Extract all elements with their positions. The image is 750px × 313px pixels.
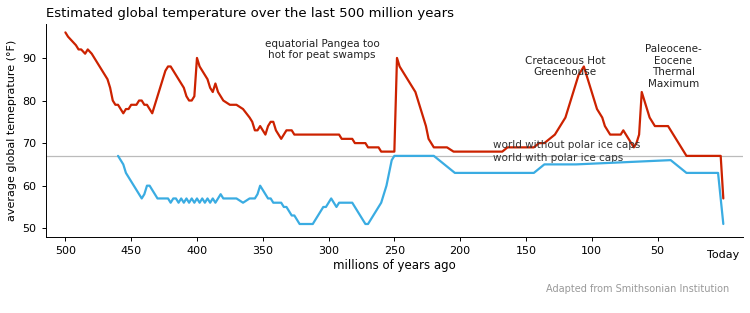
Text: Paleocene-
Eocene
Thermal
Maximum: Paleocene- Eocene Thermal Maximum — [645, 44, 702, 89]
Text: world with polar ice caps: world with polar ice caps — [493, 153, 623, 163]
Text: Cretaceous Hot
Greenhouse: Cretaceous Hot Greenhouse — [525, 56, 606, 77]
Text: Adapted from Smithsonian Institution: Adapted from Smithsonian Institution — [546, 284, 729, 294]
Text: Estimated global temperature over the last 500 million years: Estimated global temperature over the la… — [46, 7, 454, 20]
Text: Today: Today — [707, 249, 740, 259]
X-axis label: millions of years ago: millions of years ago — [333, 259, 456, 272]
Text: equatorial Pangea too
hot for peat swamps: equatorial Pangea too hot for peat swamp… — [265, 38, 380, 60]
Text: world without polar ice caps: world without polar ice caps — [493, 140, 640, 150]
Y-axis label: average global temeprature (°F): average global temeprature (°F) — [7, 40, 17, 221]
